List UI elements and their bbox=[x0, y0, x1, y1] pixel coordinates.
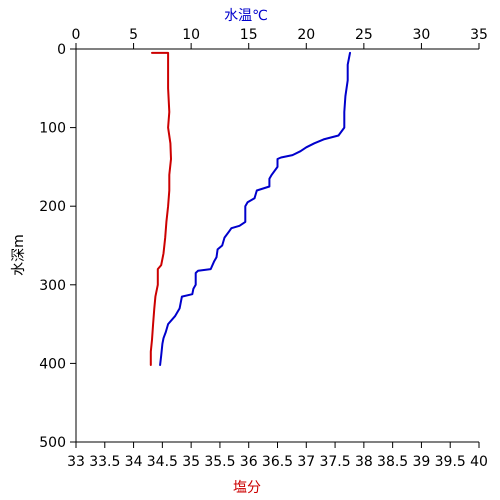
depth-tick-label: 500 bbox=[39, 435, 66, 451]
bottom-tick-label: 39.5 bbox=[435, 454, 466, 470]
bottom-tick-label: 39 bbox=[413, 454, 431, 470]
series-layer bbox=[149, 51, 351, 366]
top-tick-label: 25 bbox=[355, 27, 373, 43]
top-axis-ticks: 0 5 10 15 20 25 30 35 bbox=[72, 27, 488, 49]
bottom-tick-label: 37.5 bbox=[319, 454, 350, 470]
top-tick-label: 15 bbox=[240, 27, 258, 43]
depth-tick-label: 0 bbox=[57, 42, 66, 58]
bottom-tick-label: 38 bbox=[355, 454, 373, 470]
top-axis-title: 水温℃ bbox=[224, 8, 268, 24]
bottom-tick-label: 35 bbox=[182, 454, 200, 470]
temperature-profile-line bbox=[159, 51, 351, 366]
top-tick-label: 0 bbox=[72, 27, 81, 43]
top-tick-label: 20 bbox=[297, 27, 315, 43]
bottom-tick-label: 38.5 bbox=[377, 454, 408, 470]
bottom-tick-label: 40 bbox=[470, 454, 488, 470]
plot-area bbox=[76, 49, 479, 442]
bottom-tick-label: 33 bbox=[67, 454, 85, 470]
top-tick-label: 30 bbox=[413, 27, 431, 43]
salinity-profile-line bbox=[149, 51, 172, 366]
bottom-axis-title: 塩分 bbox=[233, 480, 261, 496]
bottom-tick-label: 37 bbox=[297, 454, 315, 470]
depth-tick-label: 200 bbox=[39, 199, 66, 215]
axis-frame bbox=[75, 48, 479, 443]
bottom-tick-label: 36.5 bbox=[262, 454, 293, 470]
depth-tick-label: 400 bbox=[39, 356, 66, 372]
bottom-axis-ticks: 33 33.5 34 34.5 35 35.5 36 36.5 37 37.5 38 38.5 39 39… bbox=[67, 442, 488, 470]
bottom-tick-label: 34.5 bbox=[147, 454, 178, 470]
depth-axis-title: 水深m bbox=[11, 234, 27, 276]
depth-axis-ticks: 0 100 200 300 400 500 bbox=[39, 42, 76, 451]
bottom-tick-label: 34 bbox=[125, 454, 143, 470]
depth-tick-label: 300 bbox=[39, 278, 66, 294]
top-tick-label: 10 bbox=[182, 27, 200, 43]
top-tick-label: 5 bbox=[129, 27, 138, 43]
bottom-tick-label: 36 bbox=[240, 454, 258, 470]
top-tick-label: 35 bbox=[470, 27, 488, 43]
bottom-tick-label: 33.5 bbox=[89, 454, 120, 470]
bottom-tick-label: 35.5 bbox=[204, 454, 235, 470]
depth-tick-label: 100 bbox=[39, 121, 66, 137]
